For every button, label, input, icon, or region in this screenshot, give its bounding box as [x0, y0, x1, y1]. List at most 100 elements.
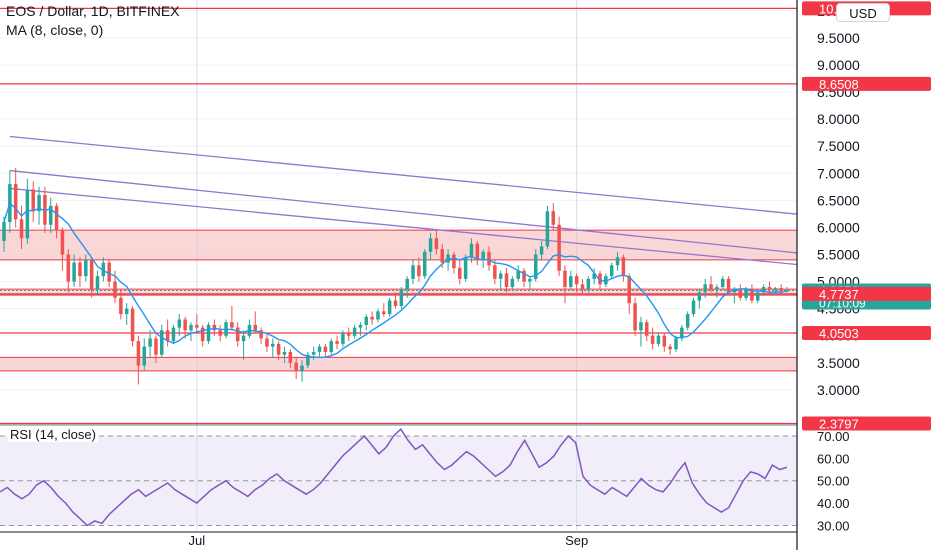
- level-price-badge: [802, 326, 931, 341]
- candle-body: [557, 224, 561, 271]
- candle-body: [463, 257, 468, 279]
- candle-body: [533, 254, 538, 279]
- candle-body: [311, 351, 316, 355]
- price-marker-label: 8.6508: [819, 77, 859, 92]
- candle-body: [539, 246, 544, 255]
- candle-body: [165, 330, 170, 342]
- rsi-indicator-label[interactable]: RSI (14, close): [8, 427, 98, 442]
- level-price-badge: [802, 416, 931, 431]
- price-tick-label: 7.0000: [817, 165, 860, 181]
- candle-body: [95, 276, 100, 290]
- candle-body: [376, 311, 380, 320]
- candle-body: [235, 327, 240, 342]
- candle-body: [604, 276, 608, 285]
- candle-body: [323, 346, 328, 352]
- rsi-tick-label: 60.00: [817, 451, 850, 466]
- candle-body: [2, 222, 6, 241]
- support-zone: [0, 289, 797, 296]
- candle-body: [154, 338, 158, 355]
- candle-body: [609, 265, 614, 277]
- candle-body: [317, 346, 322, 352]
- candle-body: [615, 257, 620, 266]
- candle-body: [662, 335, 667, 347]
- candle-body: [48, 205, 53, 225]
- candle-body: [428, 238, 433, 252]
- symbol-title[interactable]: EOS / Dollar, 1D, BITFINEX: [6, 3, 180, 19]
- candle-body: [124, 308, 129, 315]
- price-tick-label: 5.5000: [817, 247, 860, 263]
- candle-body: [19, 219, 24, 239]
- price-tick-label: 9.5000: [817, 30, 860, 46]
- candle-body: [399, 289, 404, 306]
- candle-body: [200, 327, 205, 342]
- candle-body: [656, 335, 661, 344]
- candle-body: [101, 262, 106, 277]
- candle-body: [382, 311, 386, 315]
- candle-body: [13, 184, 18, 220]
- candle-body: [674, 338, 678, 350]
- level-price-badge: [802, 76, 931, 91]
- candle-body: [171, 327, 176, 342]
- candle-body: [107, 262, 111, 282]
- candle-body: [241, 335, 246, 342]
- rsi-tick-label: 30.00: [817, 519, 850, 534]
- candle-body: [493, 265, 497, 279]
- candle-body: [726, 278, 731, 293]
- candle-body: [347, 333, 351, 336]
- candle-body: [253, 324, 258, 331]
- price-marker-label: 4.7737: [819, 287, 859, 302]
- candle-body: [522, 270, 526, 282]
- candle-body: [785, 290, 789, 292]
- candle-body: [761, 286, 766, 293]
- candle-body: [738, 289, 743, 298]
- candle-body: [294, 362, 298, 371]
- candle-body: [341, 333, 345, 344]
- candle-body: [189, 324, 193, 331]
- candle-body: [720, 278, 725, 287]
- candle-body: [621, 257, 626, 277]
- candle-body: [569, 276, 573, 287]
- time-tick-label: Jul: [189, 533, 206, 548]
- candle-body: [177, 319, 182, 328]
- candle-body: [335, 341, 339, 344]
- candle-body: [329, 341, 333, 352]
- candle-body: [481, 251, 485, 260]
- candle-body: [645, 322, 649, 336]
- candle-body: [271, 343, 275, 347]
- candle-body: [446, 254, 450, 263]
- candle-body: [475, 243, 480, 260]
- currency-selector-button[interactable]: USD: [836, 3, 890, 22]
- candle-body: [66, 254, 71, 282]
- candle-body: [592, 273, 596, 279]
- candle-body: [119, 297, 123, 315]
- rsi-line: [0, 428, 788, 527]
- candle-body: [306, 354, 310, 366]
- rsi-tick-label: 70.00: [817, 429, 850, 444]
- price-tick-label: 7.5000: [817, 138, 860, 154]
- moving-average-line: [3, 201, 788, 359]
- candle-body: [276, 343, 281, 355]
- support-zone: [0, 230, 797, 260]
- candle-body: [434, 238, 439, 250]
- candle-body: [113, 281, 117, 298]
- candle-body: [767, 286, 772, 290]
- candle-body: [195, 324, 199, 328]
- candle-body: [627, 276, 631, 304]
- candle-body: [458, 268, 462, 279]
- candle-body: [370, 316, 374, 320]
- support-zone: [0, 357, 797, 371]
- candle-body: [183, 319, 187, 331]
- candle-body: [148, 338, 152, 347]
- candle-body: [469, 243, 474, 258]
- level-price-badge: [802, 286, 931, 301]
- candle-body: [60, 230, 65, 255]
- candle-body: [230, 322, 234, 328]
- candle-body: [265, 338, 269, 347]
- price-marker-label: 2.3797: [819, 416, 859, 431]
- price-tick-label: 6.0000: [817, 219, 860, 235]
- candle-body: [779, 288, 783, 292]
- ma-indicator-label[interactable]: MA (8, close, 0): [6, 22, 104, 38]
- candle-body: [586, 278, 591, 290]
